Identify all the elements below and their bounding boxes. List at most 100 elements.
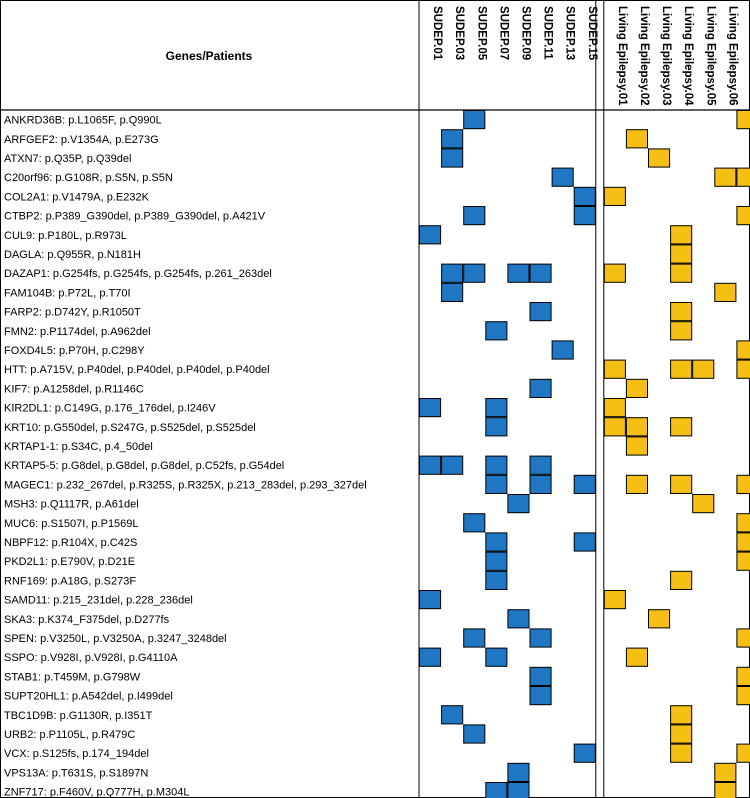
variant-cell bbox=[736, 743, 750, 763]
table-title: Genes/Patients bbox=[166, 49, 253, 63]
variant-cell bbox=[463, 724, 486, 744]
variant-cell bbox=[507, 263, 530, 283]
gene-label: MUC6: p.S1507I, p.P1569L bbox=[4, 518, 139, 530]
variant-cell bbox=[625, 436, 649, 456]
variant-cell bbox=[529, 686, 552, 706]
variant-cell bbox=[670, 263, 693, 283]
variant-cell bbox=[670, 225, 693, 245]
variant-cell bbox=[485, 398, 508, 418]
variant-cell bbox=[529, 455, 552, 475]
variant-cell bbox=[625, 378, 649, 398]
variant-cell bbox=[736, 686, 750, 706]
column-header-sudep-09: SUDEP.09 bbox=[519, 6, 531, 60]
column-header-sudep-15: SUDEP.15 bbox=[586, 6, 598, 61]
gene-label: VPS13A: p.T631S, p.S1897N bbox=[4, 767, 148, 779]
column-header-living-epilepsy-02: Living Epilepsy.02 bbox=[638, 6, 650, 106]
variant-cell bbox=[485, 551, 508, 571]
variant-cell bbox=[670, 724, 693, 744]
variant-cell bbox=[551, 167, 574, 187]
gene-label: KRTAP1-1: p.S34C, p.4_50del bbox=[4, 441, 153, 453]
gene-label: ANKRD36B: p.L1065F, p.Q990L bbox=[4, 115, 162, 127]
variant-cell bbox=[603, 186, 626, 207]
variant-cell bbox=[441, 282, 464, 302]
column-header-sudep-11: SUDEP.11 bbox=[542, 6, 554, 60]
variant-cell bbox=[670, 474, 693, 494]
gene-label: SSPO: p.V928I, p.V928I, p.G4110A bbox=[4, 652, 178, 664]
variant-cell bbox=[419, 590, 442, 610]
variant-cell bbox=[441, 263, 464, 283]
variant-cell bbox=[485, 455, 508, 475]
variant-cell bbox=[603, 417, 626, 437]
variant-cell bbox=[529, 474, 552, 494]
gene-labels: ANKRD36B: p.L1065F, p.Q990L ARFGEF2: p.V1… bbox=[4, 115, 367, 798]
column-header-sudep-01: SUDEP.01 bbox=[431, 6, 443, 61]
gene-label: KRTAP5-5: p.G8del, p.G8del, p.G8del, p.C… bbox=[4, 460, 284, 472]
gene-label: CUL9: p.P180L, p.R973L bbox=[4, 230, 127, 242]
variant-cell bbox=[625, 647, 649, 667]
gene-label: FMN2: p.P1174del, p.A962del bbox=[4, 326, 151, 338]
gene-label: KIF7: p.A1258del, p.R1146C bbox=[4, 383, 144, 395]
variant-cell bbox=[419, 398, 442, 418]
variant-cell bbox=[736, 110, 750, 130]
gene-label: ZNF717: p.F460V, p.Q777H, p.M304L bbox=[4, 787, 189, 798]
column-header-living-epilepsy-05: Living Epilepsy.05 bbox=[704, 6, 716, 106]
variant-cell bbox=[670, 570, 693, 590]
column-header-sudep-05: SUDEP.05 bbox=[475, 6, 487, 61]
variant-cell bbox=[441, 129, 464, 149]
gene-label: NBPF12: p.R104X, p.C42S bbox=[4, 537, 137, 549]
gene-label: FAM104B: p.P72L, p.T70I bbox=[4, 287, 131, 299]
variant-cell bbox=[714, 167, 737, 187]
gene-label: ARFGEF2: p.V1354A, p.E273G bbox=[4, 134, 159, 146]
gene-label: HTT: p.A715V, p.P40del, p.P40del, p.P40d… bbox=[4, 364, 270, 376]
gene-label: KIR2DL1: p.C149G, p.176_176del, p.I246V bbox=[4, 403, 216, 415]
variant-cell bbox=[441, 148, 464, 168]
variant-cell bbox=[463, 513, 486, 533]
variant-cell bbox=[463, 263, 486, 283]
variant-cell bbox=[603, 590, 626, 610]
variant-cell bbox=[670, 743, 693, 763]
variant-cell bbox=[692, 359, 715, 379]
column-header-sudep-13: SUDEP.13 bbox=[564, 6, 576, 60]
variant-cell bbox=[529, 378, 552, 398]
variant-cell bbox=[692, 494, 715, 514]
column-header-living-epilepsy-03: Living Epilepsy.03 bbox=[660, 6, 672, 106]
gene-label: C20orf96: p.G108R, p.S5N, p.S5N bbox=[4, 172, 173, 184]
variant-cell bbox=[714, 762, 737, 782]
variant-cell bbox=[603, 398, 626, 418]
gene-label: ATXN7: p.Q35P, p.Q39del bbox=[4, 153, 131, 165]
variant-cell bbox=[736, 359, 750, 379]
variant-cell bbox=[736, 167, 750, 187]
variant-cell bbox=[714, 782, 737, 798]
gene-label: MSH3: p.Q1117R, p.A61del bbox=[4, 499, 139, 511]
variant-cell bbox=[485, 417, 508, 437]
variant-cell bbox=[736, 206, 750, 226]
variant-cell bbox=[603, 359, 626, 379]
gene-label: VCX: p.S125fs, p.174_194del bbox=[4, 748, 149, 760]
variant-cell bbox=[573, 474, 596, 494]
variant-cell bbox=[485, 321, 508, 341]
gene-label: RNF169: p.A18G, p.S273F bbox=[4, 575, 136, 587]
variant-cell bbox=[529, 263, 552, 283]
variant-cell bbox=[419, 455, 442, 475]
gene-label: DAZAP1: p.G254fs, p.G254fs, p.G254fs, p.… bbox=[4, 268, 272, 280]
variant-cell bbox=[625, 417, 649, 437]
variant-cell bbox=[529, 628, 552, 648]
variant-cell bbox=[573, 186, 596, 207]
variant-cell bbox=[670, 302, 693, 322]
variant-cell bbox=[573, 743, 596, 763]
variant-cell bbox=[441, 705, 464, 725]
column-header-sudep-07: SUDEP.07 bbox=[497, 6, 509, 60]
variant-cell bbox=[441, 455, 464, 475]
column-header-living-epilepsy-01: Living Epilepsy.01 bbox=[616, 6, 628, 106]
gene-label: COL2A1: p.V1479A, p.E232K bbox=[4, 191, 150, 203]
variant-cell bbox=[648, 148, 671, 168]
gene-label: SPEN: p.V3250L, p.V3250A, p.3247_3248del bbox=[4, 633, 227, 645]
gene-label: CTBP2: p.P389_G390del, p.P389_G390del, p… bbox=[4, 211, 266, 223]
variant-cell bbox=[573, 206, 596, 226]
gene-label: KRT10: p.G550del, p.S247G, p.S525del, p.… bbox=[4, 422, 256, 434]
variant-cell bbox=[485, 782, 508, 798]
variant-cell bbox=[507, 494, 530, 514]
variant-cell bbox=[551, 340, 574, 360]
gene-label: DAGLA: p.Q955R, p.N181H bbox=[4, 249, 141, 261]
variant-cell bbox=[714, 282, 737, 302]
